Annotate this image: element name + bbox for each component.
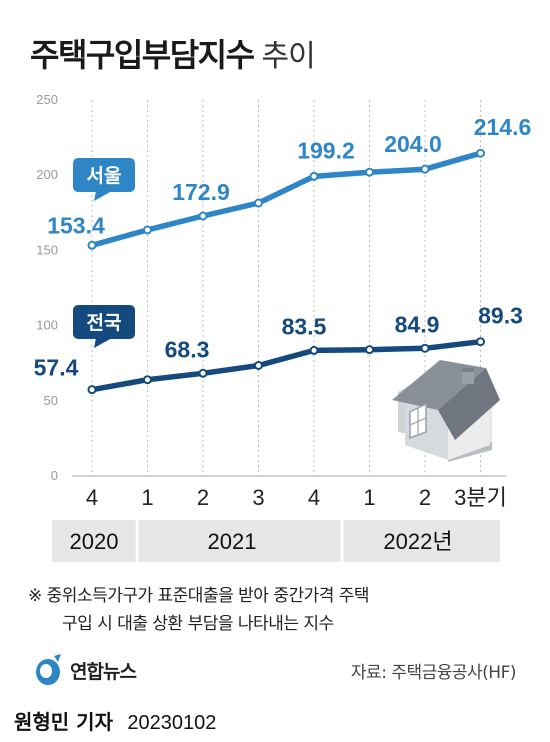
data-point-1-1 — [143, 375, 152, 385]
x-tick-label-7: 3분기 — [454, 485, 507, 510]
y-tick-label-100: 100 — [36, 318, 58, 333]
chart-title-block: 주택구입부담지수 추이 — [30, 30, 316, 76]
series-tag-box-0 — [73, 158, 135, 192]
data-point-1-6 — [420, 343, 430, 353]
data-point-1-0 — [87, 385, 97, 395]
data-point-0-4 — [309, 171, 319, 181]
data-point-0-3 — [254, 198, 263, 208]
data-point-0-7 — [476, 148, 485, 158]
series-tag-pointer-0 — [94, 191, 112, 201]
value-label-1-0: 57.4 — [34, 355, 79, 381]
logo-text: 연합뉴스 — [70, 660, 137, 683]
series-tag-box-1 — [73, 305, 135, 339]
chart-subtitle: 추이 — [261, 39, 316, 74]
value-label-1-4: 83.5 — [282, 313, 327, 339]
value-label-1-7: 89.3 — [478, 303, 523, 329]
y-tick-label-0: 0 — [51, 468, 58, 483]
x-tick-label-6: 2 — [419, 485, 431, 510]
footnote-line-2: 구입 시 대출 상환 부담을 나타내는 지수 — [62, 614, 334, 634]
data-point-1-7 — [476, 337, 485, 347]
x-tick-label-5: 1 — [363, 485, 375, 510]
data-point-1-2 — [198, 368, 208, 378]
byline-date: 20230102 — [127, 712, 217, 734]
series-tag-1: 전국 — [73, 305, 135, 348]
y-tick-label-200: 200 — [36, 167, 58, 182]
value-label-0-7: 214.6 — [474, 114, 532, 140]
source-text: 자료: 주택금융공사(HF) — [350, 663, 517, 683]
series-line-1 — [89, 338, 484, 393]
x-tick-label-0: 4 — [86, 485, 98, 510]
yonhap-logo-icon — [36, 654, 61, 685]
series-tag-pointer-1 — [94, 338, 112, 348]
value-label-1-6: 84.9 — [395, 311, 440, 337]
x-tick-label-3: 3 — [252, 485, 264, 510]
year-band — [52, 520, 500, 562]
year-label-0: 2020 — [70, 529, 119, 554]
year-label-2: 2022년 — [383, 529, 452, 554]
value-label-0-2: 172.9 — [172, 179, 230, 205]
footnote-line-1: ※ 중위소득가구가 표준대출을 받아 중간가격 주택 — [28, 586, 370, 606]
series-line-0 — [89, 150, 484, 249]
y-tick-label-50: 50 — [44, 393, 58, 408]
value-label-0-4: 199.2 — [297, 137, 355, 163]
chart-title: 주택구입부담지수 — [30, 36, 255, 74]
value-label-0-0: 153.4 — [47, 212, 105, 238]
data-point-1-3 — [254, 360, 263, 370]
byline-name: 원형민 기자 — [14, 710, 113, 734]
chart-footnote: ※ 중위소득가구가 표준대출을 받아 중간가격 주택 구입 시 대출 상환 부담… — [28, 582, 370, 638]
y-tick-label-150: 150 — [36, 242, 58, 257]
data-point-0-1 — [143, 225, 152, 235]
yonhap-logo: 연합뉴스 — [34, 652, 137, 688]
data-point-0-2 — [198, 211, 208, 221]
value-label-1-2: 68.3 — [165, 336, 210, 362]
data-point-1-4 — [309, 345, 319, 355]
x-tick-label-1: 1 — [141, 485, 153, 510]
series-tag-label-0: 서울 — [87, 165, 122, 187]
year-label-1: 2021 — [208, 529, 257, 554]
data-point-0-6 — [420, 164, 430, 174]
byline: 원형민 기자 20230102 — [14, 706, 216, 735]
data-point-0-0 — [87, 240, 97, 250]
y-tick-label-250: 250 — [36, 92, 58, 107]
house-illustration — [392, 360, 500, 462]
series-tag-label-1: 전국 — [87, 312, 122, 334]
series-tag-0: 서울 — [73, 158, 135, 201]
data-point-0-5 — [365, 167, 374, 177]
x-tick-label-4: 4 — [308, 485, 320, 510]
x-tick-label-2: 2 — [197, 485, 209, 510]
data-point-1-5 — [365, 345, 374, 355]
value-label-0-6: 204.0 — [384, 131, 442, 157]
